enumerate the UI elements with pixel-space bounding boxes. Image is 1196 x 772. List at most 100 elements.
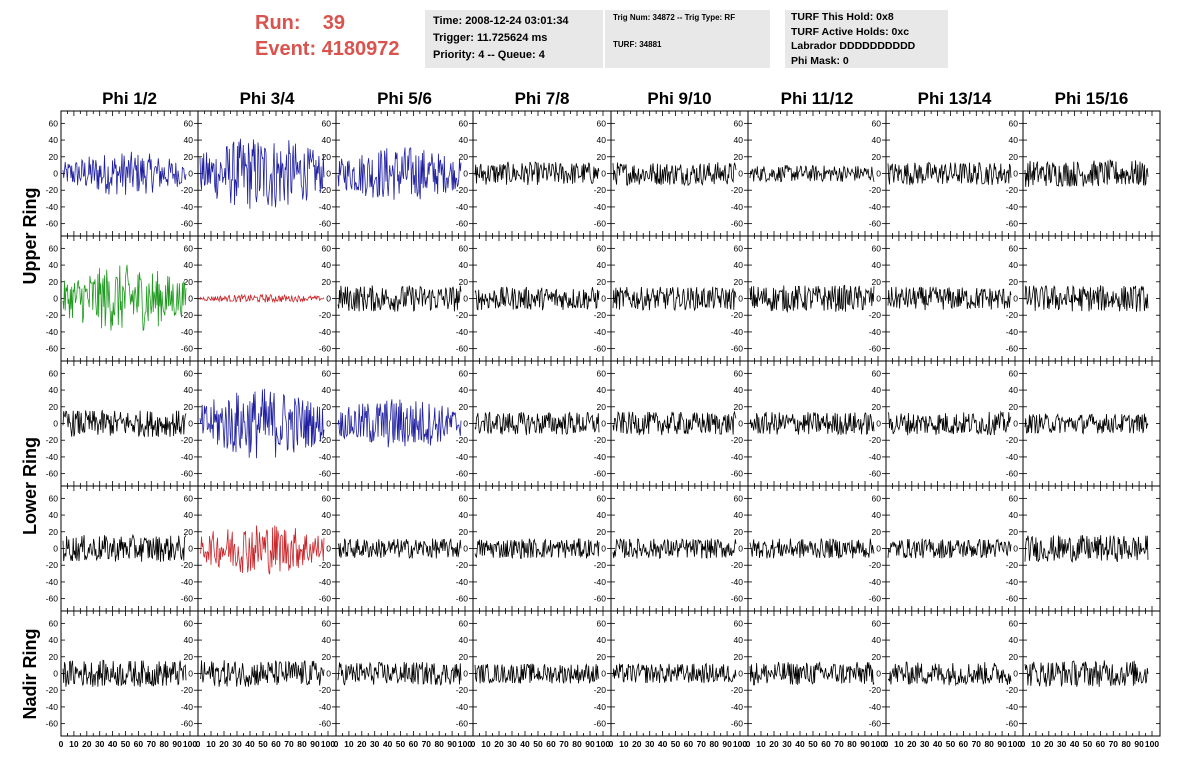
column-header-5: Phi 9/10 <box>647 89 711 108</box>
y-tick-label-right: 0 <box>326 419 331 429</box>
y-tick-label-right: -20 <box>319 435 332 445</box>
y-tick-label: -20 <box>46 560 59 570</box>
x-tick-label: 10 <box>481 739 491 749</box>
y-tick-label-right: -40 <box>181 327 194 337</box>
x-tick-label: 0 <box>1021 739 1026 749</box>
y-tick-label-right: 60 <box>597 368 607 378</box>
y-tick-label: 60 <box>49 243 59 253</box>
y-tick-label-right: 0 <box>876 544 881 554</box>
x-tick-label: 90 <box>1134 739 1144 749</box>
y-tick-label-right: 20 <box>459 277 469 287</box>
y-tick-label-right: 0 <box>326 544 331 554</box>
y-tick-label-right: 40 <box>1009 260 1019 270</box>
y-tick-label-right: 60 <box>872 118 882 128</box>
x-tick-label: 40 <box>383 739 393 749</box>
y-tick-label-right: -40 <box>1006 702 1019 712</box>
y-tick-label-right: 0 <box>463 544 468 554</box>
y-tick-label-right: 60 <box>1009 368 1019 378</box>
x-tick-label: 60 <box>1096 739 1106 749</box>
x-tick-label: 90 <box>447 739 457 749</box>
y-tick-label-right: 20 <box>734 527 744 537</box>
y-tick-label-right: 60 <box>184 618 194 628</box>
y-tick-label-right: 60 <box>734 493 744 503</box>
x-tick-label: 60 <box>134 739 144 749</box>
x-tick-label: 10 <box>69 739 79 749</box>
x-tick-label: 50 <box>533 739 543 749</box>
x-tick-label: 30 <box>507 739 517 749</box>
panel-r4-c2-frame <box>197 485 337 612</box>
panel-r2-c6-waveform <box>749 284 875 314</box>
y-tick-label-right: 60 <box>184 368 194 378</box>
y-tick-label-right: -60 <box>869 344 882 354</box>
y-tick-label-right: -20 <box>1006 560 1019 570</box>
x-tick-label: 40 <box>933 739 943 749</box>
y-tick-label-right: -60 <box>456 594 469 604</box>
y-tick-label-right: 40 <box>734 260 744 270</box>
y-tick-label-right: -60 <box>319 219 332 229</box>
panel-r5-c2-waveform <box>200 660 325 687</box>
y-tick-label: -20 <box>46 185 59 195</box>
x-tick-label: 40 <box>108 739 118 749</box>
y-tick-label-right: 20 <box>734 652 744 662</box>
y-tick-label-right: -40 <box>456 327 469 337</box>
y-tick-label-right: 60 <box>872 618 882 628</box>
run-value: 39 <box>322 12 346 34</box>
panel-r3-c8-waveform <box>1024 413 1149 435</box>
y-tick-label-right: -40 <box>731 452 744 462</box>
y-tick-label: 40 <box>49 510 59 520</box>
panel-r3-c3-waveform <box>337 399 462 448</box>
trigger-info-box: Trig Num: 34872 -- Trig Type: RF TURF: 3… <box>605 10 770 68</box>
y-tick-label-right: 40 <box>1009 510 1019 520</box>
x-tick-label: 70 <box>972 739 982 749</box>
y-tick-label-right: 0 <box>601 419 606 429</box>
y-tick-label-right: 60 <box>597 493 607 503</box>
y-tick-label-right: 40 <box>322 260 332 270</box>
y-tick-label-right: -60 <box>594 594 607 604</box>
x-tick-label: 70 <box>559 739 569 749</box>
y-tick-label-right: 0 <box>1013 419 1018 429</box>
y-tick-label-right: -40 <box>1006 327 1019 337</box>
y-tick-label-right: 20 <box>1009 527 1019 537</box>
x-tick-label: 50 <box>946 739 956 749</box>
x-tick-label: 30 <box>95 739 105 749</box>
y-tick-label-right: -60 <box>594 219 607 229</box>
panel-r2-c8-waveform <box>1024 284 1149 312</box>
y-tick-label-right: 20 <box>1009 652 1019 662</box>
event-line: Event: 4180972 <box>255 36 415 62</box>
y-tick-label-right: -40 <box>181 202 194 212</box>
ring-label-nadir-ring: Nadir Ring <box>20 628 40 719</box>
x-tick-label: 30 <box>1057 739 1067 749</box>
y-tick-label-right: 40 <box>1009 635 1019 645</box>
panel-r5-c3-waveform <box>337 661 462 687</box>
y-tick-label-right: 40 <box>459 635 469 645</box>
run-event-header: Run: 39 Event: 4180972 <box>255 10 415 62</box>
y-tick-label-right: 60 <box>1009 243 1019 253</box>
turf-number-text: TURF: 34881 <box>613 40 662 49</box>
y-tick-label-right: -60 <box>869 469 882 479</box>
y-tick-label-right: 20 <box>322 152 332 162</box>
column-header-7: Phi 13/14 <box>918 89 992 108</box>
y-tick-label-right: 60 <box>872 243 882 253</box>
y-tick-label-right: 20 <box>184 277 194 287</box>
y-tick-label-right: -20 <box>594 435 607 445</box>
y-tick-label-right: -40 <box>456 452 469 462</box>
y-tick-label-right: -40 <box>731 577 744 587</box>
y-tick-label-right: 60 <box>734 118 744 128</box>
turf-active-holds-text: TURF Active Holds: 0xc <box>791 25 910 38</box>
panel-r1-c5-frame <box>610 110 749 237</box>
y-tick-label-right: 60 <box>597 618 607 628</box>
y-tick-label-right: 0 <box>738 419 743 429</box>
x-tick-label: 90 <box>310 739 320 749</box>
y-tick-label-right: 20 <box>184 652 194 662</box>
y-tick-label-right: 40 <box>322 635 332 645</box>
panel-r2-c1-waveform <box>62 264 187 332</box>
x-tick-label: 100 <box>733 739 747 749</box>
y-tick-label-right: 0 <box>876 419 881 429</box>
x-tick-label: 40 <box>1070 739 1080 749</box>
y-tick-label-right: -20 <box>1006 435 1019 445</box>
y-tick-label: 20 <box>49 277 59 287</box>
y-tick-label: 40 <box>49 635 59 645</box>
column-header-1: Phi 1/2 <box>102 89 157 108</box>
y-tick-label-right: 0 <box>326 669 331 679</box>
y-tick-label-right: 20 <box>184 152 194 162</box>
